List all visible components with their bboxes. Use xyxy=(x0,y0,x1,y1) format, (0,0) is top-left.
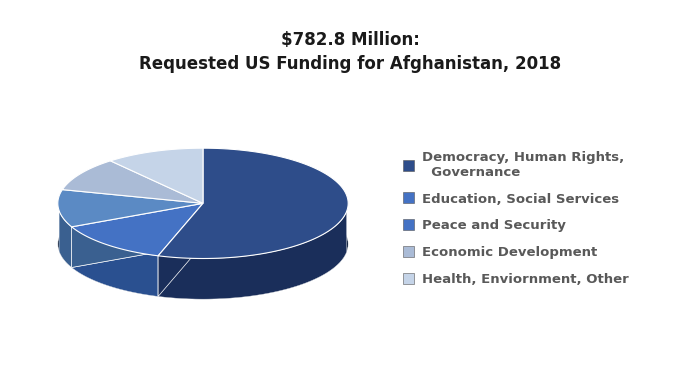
Polygon shape xyxy=(71,203,203,268)
Text: $782.8 Million:
Requested US Funding for Afghanistan, 2018: $782.8 Million: Requested US Funding for… xyxy=(139,31,561,73)
Polygon shape xyxy=(58,190,203,227)
Polygon shape xyxy=(62,161,203,203)
Polygon shape xyxy=(59,211,71,268)
Polygon shape xyxy=(158,148,348,259)
Polygon shape xyxy=(158,211,346,299)
Polygon shape xyxy=(158,203,203,296)
Polygon shape xyxy=(71,203,203,256)
Polygon shape xyxy=(71,227,158,296)
Polygon shape xyxy=(71,203,203,268)
Ellipse shape xyxy=(58,189,348,299)
Legend: Democracy, Human Rights,
  Governance, Education, Social Services, Peace and Sec: Democracy, Human Rights, Governance, Edu… xyxy=(398,147,633,290)
Polygon shape xyxy=(158,203,203,296)
Polygon shape xyxy=(111,148,203,203)
